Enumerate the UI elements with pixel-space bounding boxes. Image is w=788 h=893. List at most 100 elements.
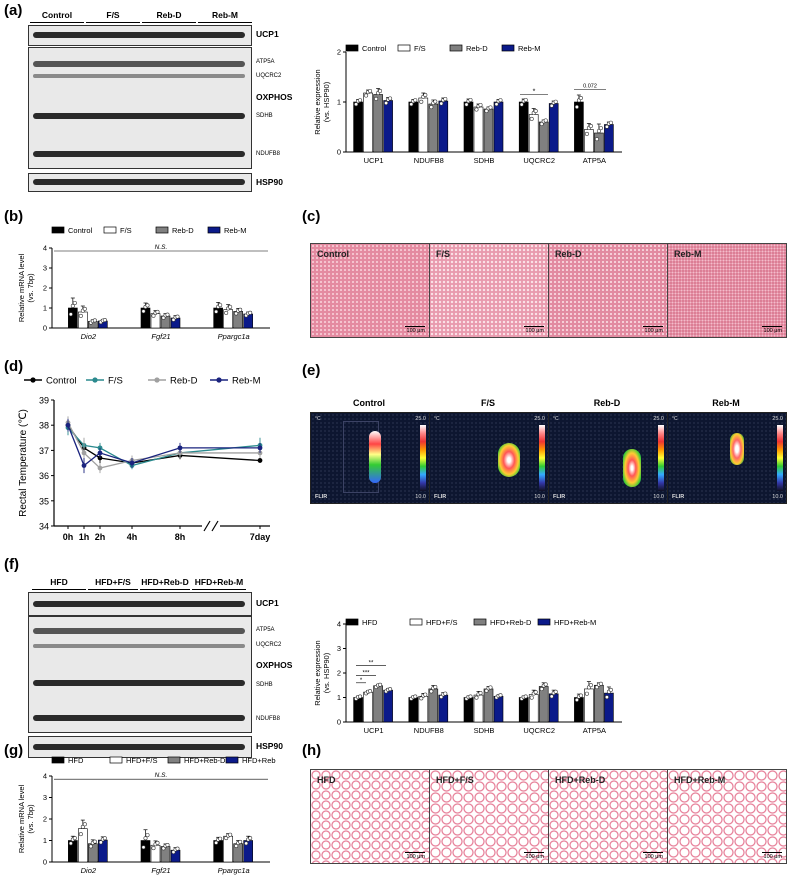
thermal-label: Control — [353, 398, 385, 408]
data-point — [578, 693, 583, 698]
y-tick-label: 3 — [43, 264, 47, 273]
thermal-label: F/S — [480, 398, 495, 408]
legend-swatch — [51, 226, 65, 234]
legend-swatch — [207, 226, 221, 234]
blot-label: HSP90 — [256, 177, 283, 187]
data-point — [474, 695, 479, 700]
legend-label: F/S — [120, 226, 132, 235]
data-point — [72, 836, 77, 841]
histology-label: HFD+Reb-D — [555, 775, 606, 785]
bar — [548, 693, 559, 723]
data-point — [234, 311, 239, 316]
data-point — [161, 846, 166, 851]
data-point — [533, 109, 538, 114]
data-point — [443, 96, 448, 101]
scale-bar-label: 100 μm — [763, 854, 782, 860]
legend-label: HFD+F/S — [426, 618, 457, 627]
legend-label: Control — [46, 376, 77, 387]
thermal-label: Reb-D — [593, 398, 621, 408]
flir-logo: FLIR — [315, 494, 328, 500]
data-point — [92, 318, 97, 323]
flir-logo: FLIR — [434, 494, 447, 500]
y-tick-label: 2 — [337, 48, 341, 57]
histology-label: Reb-M — [674, 249, 702, 259]
y-tick-label: 1 — [43, 304, 47, 313]
data-point — [78, 832, 83, 837]
scale-min: 10.0 — [772, 494, 783, 500]
data-point — [358, 694, 363, 699]
y-axis-label: Relative mRNA level — [17, 784, 26, 853]
data-point — [97, 445, 103, 451]
bar — [408, 101, 419, 153]
data-point — [423, 692, 428, 697]
legend-label: HFD — [362, 618, 378, 627]
unit-label: °C — [315, 416, 321, 422]
y-tick-label: 4 — [337, 620, 341, 629]
color-scale — [658, 425, 664, 491]
data-point — [228, 832, 233, 837]
x-tick-label: Fgf21 — [151, 332, 170, 341]
significance-label: N.S. — [155, 772, 168, 779]
bar — [363, 92, 373, 153]
data-point — [468, 97, 473, 102]
bar — [548, 103, 559, 153]
data-point — [433, 684, 438, 689]
scale-min: 10.0 — [534, 494, 545, 500]
legend-label: Reb-D — [466, 44, 488, 53]
data-point — [523, 97, 528, 102]
data-point — [588, 124, 593, 129]
x-tick-label: Dio2 — [81, 866, 97, 875]
legend-label: HFD+Reb-D — [490, 618, 532, 627]
legend-swatch — [537, 618, 551, 626]
x-tick-label: UCP1 — [364, 156, 384, 165]
y-tick-label: 2 — [43, 284, 47, 293]
scale-max: 25.0 — [534, 416, 545, 422]
y-tick-label: 2 — [43, 815, 47, 824]
legend-label: F/S — [414, 44, 426, 53]
bar — [408, 697, 419, 723]
color-scale — [539, 425, 545, 491]
axis-break — [211, 520, 219, 532]
band-label: ATP5A — [256, 59, 275, 65]
data-point — [374, 96, 379, 101]
band-label: UQCRC2 — [256, 642, 282, 648]
y-tick-label: 1 — [337, 98, 341, 107]
significance-label: 0.072 — [583, 84, 597, 90]
data-point — [533, 690, 538, 695]
scale-bar-label: 100 μm — [406, 328, 425, 334]
bar — [483, 108, 494, 153]
data-point — [413, 98, 418, 103]
bar — [594, 132, 604, 153]
legend-marker — [92, 377, 98, 383]
legend-label: Reb-D — [172, 226, 194, 235]
chart-g-bar: HFD HFD+F/S HFD+Reb-D HFD+Reb-M 0 1 2 3 4 Relativ… — [17, 756, 276, 875]
legend-swatch — [345, 44, 359, 52]
y-tick-label: 0 — [43, 324, 47, 333]
x-tick-label: NDUFB8 — [414, 156, 444, 165]
hsp90-blot — [28, 173, 252, 192]
data-point — [584, 691, 589, 696]
bar — [493, 695, 504, 723]
mouse-hotspot — [623, 449, 641, 487]
unit-label: °C — [434, 416, 440, 422]
histology-image: HFD+Reb-M 100 μm — [667, 769, 787, 864]
panel-label-d: (d) — [4, 358, 24, 375]
x-tick-label: 4h — [127, 532, 138, 542]
data-point — [368, 689, 373, 694]
data-point — [102, 836, 107, 841]
lane-header: Reb-M — [212, 10, 238, 20]
legend-label: Reb-M — [232, 376, 261, 387]
data-point — [72, 300, 77, 305]
y-tick-label: 1 — [43, 836, 47, 845]
data-point — [553, 689, 558, 694]
data-point — [80, 824, 85, 829]
bar — [473, 106, 484, 153]
data-point — [141, 309, 146, 314]
data-point — [464, 102, 469, 107]
data-point — [604, 695, 609, 700]
data-point — [78, 313, 83, 318]
legend-swatch — [109, 756, 123, 764]
data-point — [97, 450, 103, 456]
y-tick-label: 35 — [39, 496, 49, 506]
data-point — [384, 101, 389, 106]
